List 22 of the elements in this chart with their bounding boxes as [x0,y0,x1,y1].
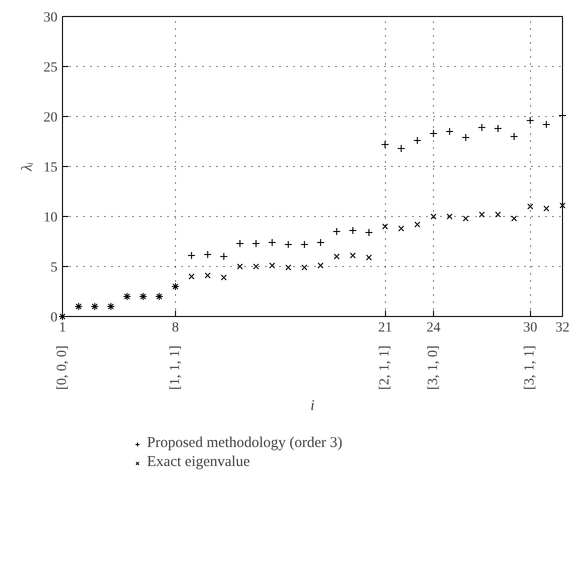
x-axis-title: i [310,398,315,414]
text: [2, 1, 1] [378,345,393,390]
y-tick-label: 5 [50,260,58,276]
x-tick-label: 24 [426,320,440,336]
y-tick-label: 10 [44,210,58,226]
y-tick-label: 15 [44,160,58,176]
legend-label: Proposed methodology (order 3) [147,435,342,452]
y-tick-label: 30 [44,10,58,26]
x-tick-label: 1 [59,320,66,336]
text: [1, 1, 1] [168,345,183,390]
y-axis-title: λᵢ [20,162,36,172]
y-tick-label: 20 [44,110,58,126]
text: [3, 1, 0] [426,345,441,390]
legend-label: Exact eigenvalue [147,454,250,471]
x-tick-label: 8 [172,320,179,336]
text: [0, 0, 0] [55,345,70,390]
x-tick-label: 21 [378,320,392,336]
y-tick-label: 25 [44,60,58,76]
x-tick-label: 30 [523,320,538,336]
text: [3, 1, 1] [522,345,538,390]
y-tick-label: 0 [50,310,58,326]
x-tick-label: 32 [556,320,570,336]
